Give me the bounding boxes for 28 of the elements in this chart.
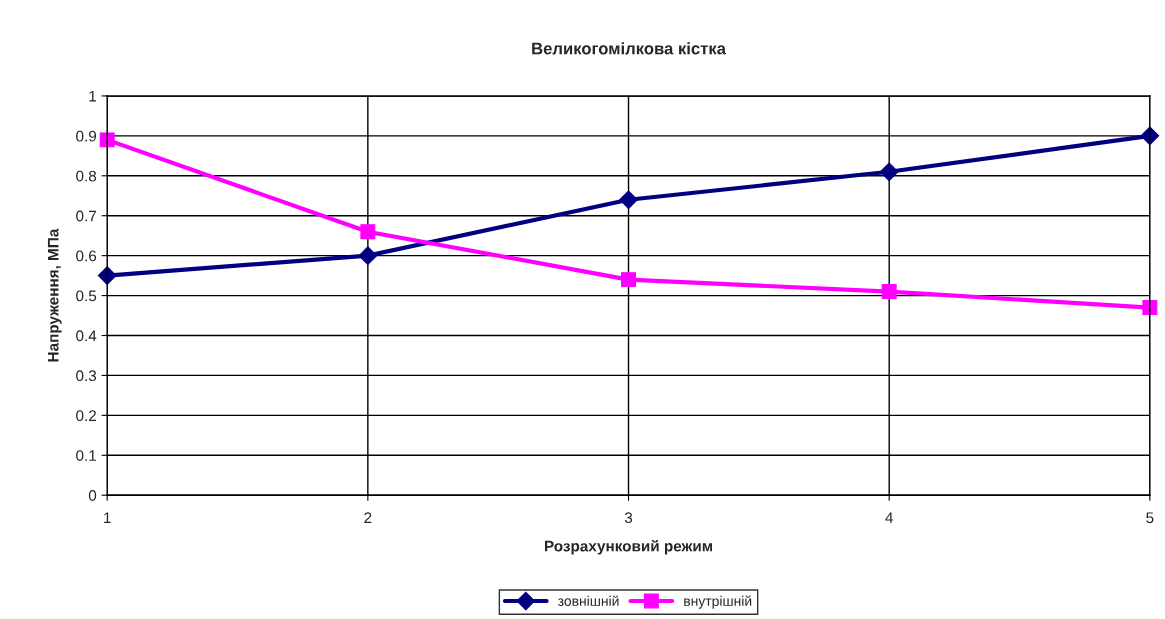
- point: [621, 272, 636, 288]
- x-tick-label: 1: [104, 512, 111, 523]
- x-tick-label: 4: [885, 512, 893, 523]
- point: [881, 284, 897, 300]
- y-tick-label: 0.2: [76, 410, 96, 422]
- y-tick-label: 0.5: [76, 290, 97, 302]
- x-tick-label: 2: [364, 512, 372, 523]
- chart-title: Великогомілкова кістка: [532, 42, 727, 55]
- y-tick-label: 0.8: [76, 170, 97, 182]
- y-tick-label: 0.4: [76, 330, 97, 342]
- y-tick-label: 0.7: [76, 210, 96, 222]
- x-axis-title: Розрахунковий режим: [544, 540, 713, 555]
- point: [358, 246, 378, 266]
- y-tick-label: 0.6: [76, 250, 97, 262]
- y-tick-label: 1: [89, 90, 97, 102]
- y-tick-label: 0.9: [76, 130, 97, 142]
- y-tick-label: 0.1: [76, 450, 97, 461]
- point: [619, 190, 638, 210]
- point: [360, 224, 376, 240]
- legend-label: внутрішній: [684, 595, 752, 609]
- point: [99, 132, 115, 148]
- x-tick-label: 3: [624, 512, 633, 524]
- x-tick-label: 5: [1146, 512, 1154, 524]
- y-tick-label: 0: [88, 490, 97, 501]
- point: [879, 162, 899, 182]
- legend-label: зовнішній: [558, 595, 619, 606]
- y-axis-title: Напруження, МПа: [47, 228, 62, 362]
- y-tick-label: 0.3: [76, 370, 97, 382]
